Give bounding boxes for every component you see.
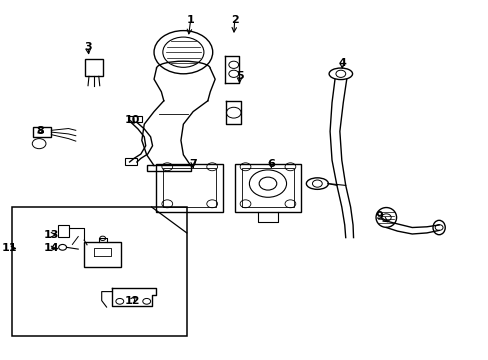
Bar: [128, 116, 142, 122]
Bar: [234, 164, 301, 212]
Text: 10: 10: [124, 114, 140, 125]
Text: 3: 3: [84, 42, 92, 52]
Text: 12: 12: [124, 296, 140, 306]
Text: 2: 2: [230, 15, 238, 25]
Bar: [125, 158, 137, 165]
Text: 7: 7: [189, 159, 197, 169]
Bar: [85, 59, 102, 76]
Text: 1: 1: [186, 15, 194, 25]
Text: 14: 14: [43, 243, 59, 253]
Text: 13: 13: [43, 230, 59, 240]
Text: 5: 5: [235, 71, 243, 81]
Text: 9: 9: [374, 211, 382, 221]
Text: 6: 6: [267, 159, 275, 169]
Bar: [163, 168, 216, 207]
Text: 4: 4: [338, 58, 346, 68]
Bar: [84, 242, 121, 267]
Text: 11: 11: [2, 243, 18, 253]
Bar: [156, 164, 223, 212]
Bar: [33, 127, 51, 137]
Bar: [12, 207, 186, 336]
Bar: [241, 168, 294, 207]
Text: 8: 8: [36, 126, 44, 136]
Bar: [58, 225, 69, 237]
Bar: [146, 165, 190, 171]
